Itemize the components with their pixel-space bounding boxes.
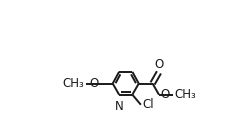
Text: CH₃: CH₃ (174, 88, 196, 101)
Text: O: O (89, 77, 98, 90)
Text: N: N (115, 100, 124, 113)
Text: O: O (160, 88, 170, 101)
Text: Cl: Cl (142, 98, 154, 111)
Text: CH₃: CH₃ (62, 77, 84, 90)
Text: O: O (154, 58, 164, 71)
